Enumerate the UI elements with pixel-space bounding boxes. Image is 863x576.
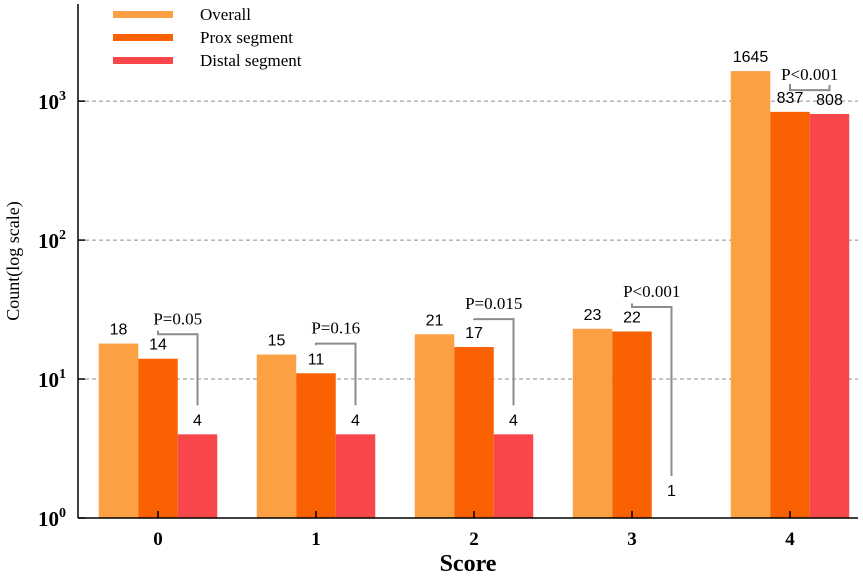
p-value-label-4: P<0.001 [781, 65, 838, 84]
p-value-label-2: P=0.015 [465, 294, 522, 313]
x-axis-title: Score [440, 551, 497, 576]
y-tick-label-0: 100 [38, 506, 66, 531]
y-tick-label-1: 101 [38, 367, 66, 392]
y-tick-label-3: 103 [38, 89, 66, 114]
bar-0-cat-0 [98, 343, 139, 518]
bar-1-cat-0 [138, 358, 178, 518]
x-tick-label-1: 1 [311, 529, 321, 550]
legend-label-0: Overall [200, 5, 251, 24]
value-label-1-cat-3: 22 [623, 309, 641, 326]
value-label-0-cat-0: 18 [110, 322, 128, 339]
value-label-2-cat-0: 4 [193, 412, 202, 429]
bar-2-cat-2 [493, 434, 534, 518]
bar-2-cat-1 [335, 434, 376, 518]
p-value-label-0: P=0.05 [153, 309, 202, 328]
bar-1-cat-2 [454, 347, 494, 518]
p-value-label-3: P<0.001 [623, 282, 680, 301]
value-label-0-cat-3: 23 [584, 307, 602, 324]
value-label-2-cat-1: 4 [351, 412, 360, 429]
value-label-0-cat-4: 1645 [733, 49, 769, 66]
value-label-1-cat-1: 11 [308, 351, 325, 368]
significance-bracket-2 [473, 318, 515, 406]
y-tick-label-2: 102 [38, 228, 66, 253]
bar-2-cat-0 [177, 434, 218, 518]
value-label-0-cat-2: 21 [426, 312, 444, 329]
p-value-label-1: P=0.16 [311, 319, 360, 338]
y-axis-title: Count(log scale) [3, 201, 24, 320]
value-label-2-cat-4: 808 [816, 92, 843, 109]
bar-2-cat-4 [809, 113, 850, 518]
legend-swatch-1 [113, 34, 173, 41]
x-tick-label-0: 0 [153, 529, 163, 550]
bar-1-cat-1 [296, 373, 336, 518]
x-tick-label-4: 4 [785, 529, 795, 550]
x-tick-label-3: 3 [627, 529, 637, 550]
significance-bracket-4 [789, 83, 831, 92]
bar-0-cat-1 [256, 354, 297, 518]
significance-bracket-1 [315, 342, 357, 406]
legend-label-2: Distal segment [200, 51, 302, 70]
value-label-1-cat-0: 14 [149, 337, 167, 354]
legend-swatch-0 [113, 11, 173, 18]
bar-1-cat-3 [612, 331, 652, 518]
bar-0-cat-2 [414, 334, 455, 518]
bar-1-cat-4 [770, 111, 810, 518]
value-label-0-cat-1: 15 [268, 333, 286, 350]
significance-bracket-0 [157, 330, 199, 406]
bar-0-cat-4 [730, 71, 771, 519]
value-label-2-cat-3: 1 [667, 483, 676, 500]
legend-label-1: Prox segment [200, 28, 293, 47]
bar-0-cat-3 [572, 328, 613, 518]
value-label-2-cat-2: 4 [509, 412, 518, 429]
legend-swatch-2 [113, 57, 173, 64]
significance-bracket-3 [631, 303, 673, 476]
value-label-1-cat-2: 17 [465, 325, 483, 342]
value-label-1-cat-4: 837 [777, 90, 804, 107]
x-tick-label-2: 2 [469, 529, 479, 550]
